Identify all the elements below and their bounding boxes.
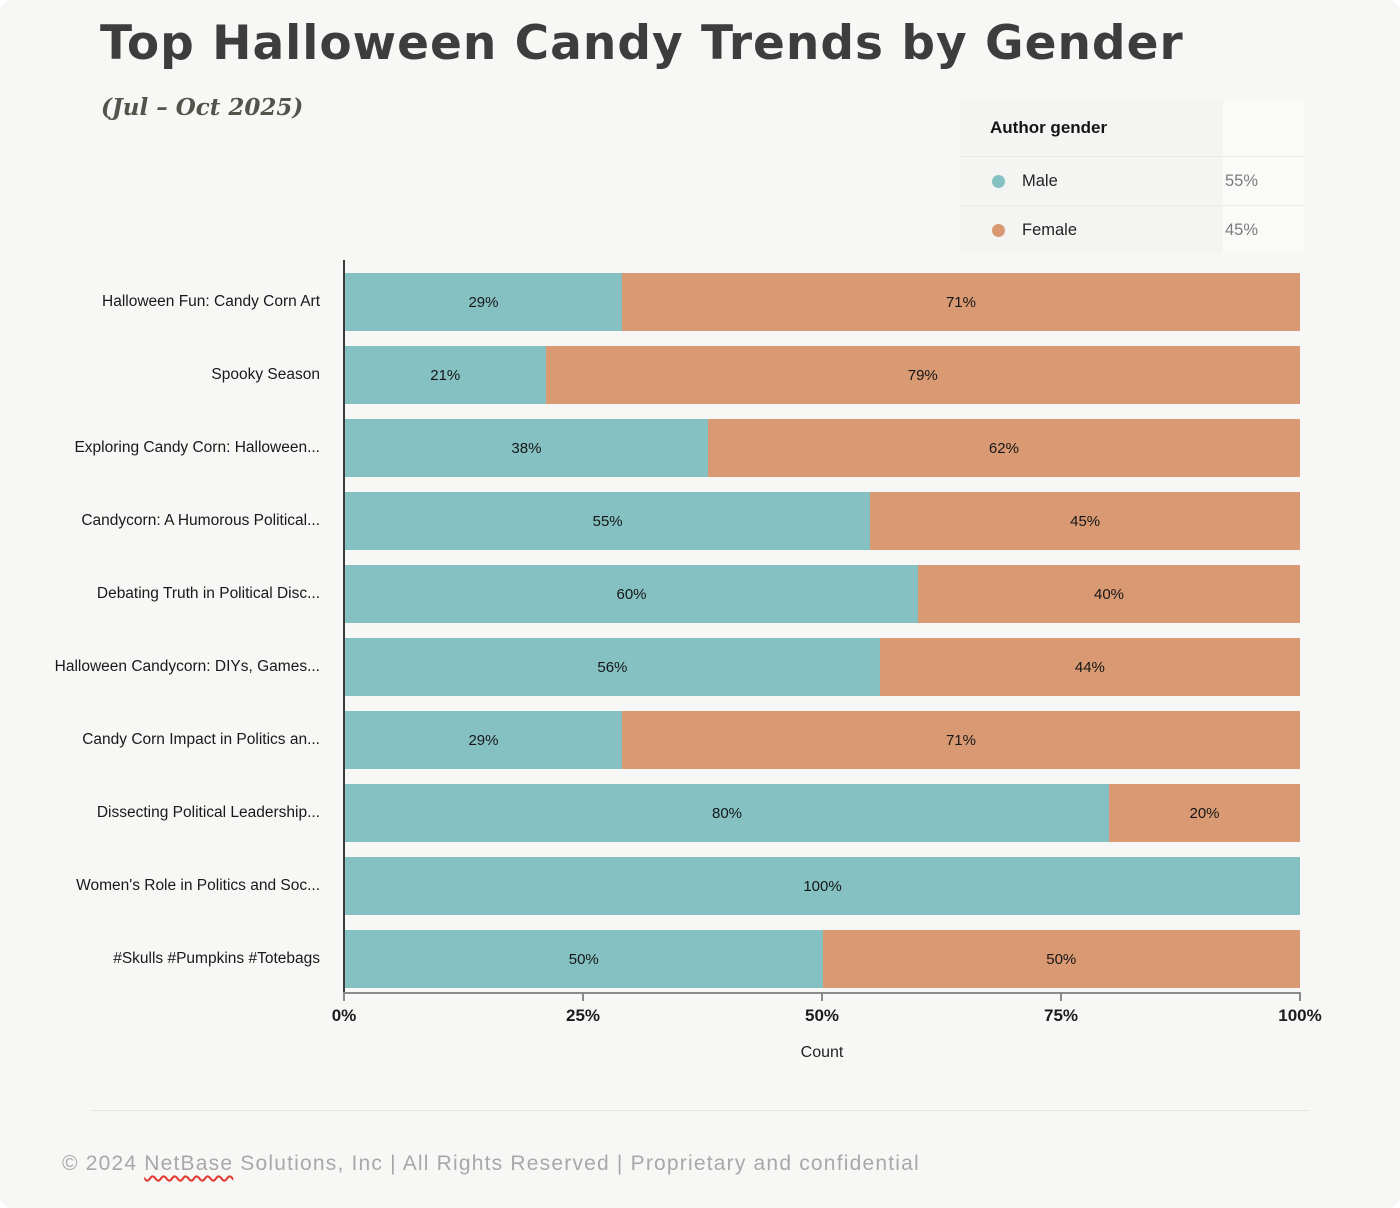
- female-bar-segment[interactable]: 71%: [621, 711, 1300, 769]
- female-bar-segment[interactable]: 50%: [822, 930, 1300, 988]
- female-swatch-icon: [992, 223, 1005, 237]
- category-label: Exploring Candy Corn: Halloween...: [74, 439, 320, 456]
- bar-segment-value: 21%: [430, 366, 461, 384]
- bar-row: 55% 45%: [345, 492, 1300, 550]
- legend-item-percent: 55%: [1223, 156, 1305, 205]
- female-bar-segment[interactable]: 62%: [707, 419, 1300, 477]
- bar-row: 29% 71%: [345, 273, 1300, 331]
- female-bar-segment[interactable]: 44%: [879, 638, 1300, 696]
- bar-row: 29% 71%: [345, 711, 1300, 769]
- x-axis-tick-label: 50%: [804, 1006, 840, 1025]
- x-axis-tick: [1060, 992, 1062, 1001]
- bar-segment-value: 45%: [1070, 512, 1101, 530]
- category-label: Dissecting Political Leadership...: [96, 804, 320, 821]
- bar-segment-value: 79%: [907, 366, 938, 384]
- bar-row: 80% 20%: [345, 784, 1300, 842]
- category-label: Women's Role in Politics and Soc...: [76, 877, 320, 894]
- bar-segment-value: 50%: [1046, 950, 1077, 968]
- bar-segment-value: 71%: [945, 731, 976, 749]
- male-bar-segment[interactable]: 21%: [345, 346, 546, 404]
- footer-brand: NetBase: [144, 1152, 234, 1175]
- bar-segment-value: 56%: [597, 658, 628, 676]
- bar-segment-value: 20%: [1189, 804, 1220, 822]
- bar-segment-value: 60%: [616, 585, 647, 603]
- plot-area: 29% 71% 21% 79% 38% 62% 55% 45% 60% 40% 56% 44% 29% 7…: [345, 262, 1300, 992]
- bar-segment-value: 40%: [1093, 585, 1125, 603]
- bar-segment-value: 100%: [803, 877, 842, 895]
- category-label: Candycorn: A Humorous Political...: [81, 512, 320, 529]
- category-axis: Halloween Fun: Candy Corn Art Spooky Seas…: [0, 262, 320, 992]
- female-bar-segment[interactable]: 71%: [621, 273, 1300, 331]
- category-label: #Skulls #Pumpkins #Totebags: [113, 950, 320, 967]
- x-axis-tick: [1299, 992, 1301, 1001]
- footer-divider: [90, 1110, 1310, 1111]
- male-bar-segment[interactable]: 50%: [345, 930, 823, 988]
- x-axis-tick-label: 75%: [1043, 1006, 1079, 1025]
- bar-segment-value: 29%: [468, 293, 499, 311]
- male-bar-segment[interactable]: 29%: [345, 711, 622, 769]
- x-axis-tick-label: 100%: [1278, 1006, 1322, 1025]
- legend-item-female[interactable]: Female: [960, 205, 1223, 254]
- bar-segment-value: 29%: [468, 731, 499, 749]
- legend-item-male[interactable]: Male: [960, 156, 1223, 205]
- bar-segment-value: 71%: [945, 293, 976, 311]
- bar-segment-value: 80%: [711, 804, 743, 822]
- footer-suffix: Solutions, Inc | All Rights Reserved | P…: [233, 1152, 920, 1175]
- category-label: Debating Truth in Political Disc...: [96, 585, 320, 602]
- category-label: Halloween Fun: Candy Corn Art: [102, 293, 320, 310]
- category-label: Halloween Candycorn: DIYs, Games...: [54, 658, 320, 675]
- female-bar-segment[interactable]: 40%: [918, 565, 1300, 623]
- x-axis-tick-label: 25%: [565, 1006, 601, 1025]
- bar-row: 100%: [345, 857, 1300, 915]
- male-bar-segment[interactable]: 55%: [345, 492, 871, 550]
- x-axis-tick: [821, 992, 823, 1001]
- x-axis-title: Count: [800, 1044, 844, 1061]
- bar-row: 38% 62%: [345, 419, 1300, 477]
- footer-text: © 2024 NetBase Solutions, Inc | All Righ…: [62, 1152, 920, 1176]
- male-bar-segment[interactable]: 80%: [345, 784, 1109, 842]
- x-axis-tick-label: 0%: [331, 1006, 357, 1025]
- legend-title: Author gender: [990, 118, 1108, 137]
- female-bar-segment[interactable]: 45%: [870, 492, 1300, 550]
- bar-row: 60% 40%: [345, 565, 1300, 623]
- legend-item-label: Female: [1022, 220, 1078, 239]
- male-bar-segment[interactable]: 56%: [345, 638, 880, 696]
- male-bar-segment[interactable]: 38%: [345, 419, 708, 477]
- male-swatch-icon: [992, 174, 1005, 188]
- footer-prefix: © 2024: [62, 1152, 145, 1175]
- bar-segment-value: 62%: [988, 439, 1019, 457]
- female-bar-segment[interactable]: 20%: [1109, 784, 1300, 842]
- bar-row: 56% 44%: [345, 638, 1300, 696]
- male-bar-segment[interactable]: 29%: [345, 273, 622, 331]
- bar-segment-value: 50%: [568, 950, 599, 968]
- bar-segment-value: 44%: [1074, 658, 1105, 676]
- page-subtitle: (Jul – Oct 2025): [101, 94, 304, 121]
- bar-segment-value: 55%: [592, 512, 623, 530]
- female-bar-segment[interactable]: 79%: [545, 346, 1300, 404]
- legend-item-label: Male: [1022, 171, 1058, 190]
- male-bar-segment[interactable]: 100%: [345, 857, 1300, 915]
- category-label: Candy Corn Impact in Politics an...: [82, 731, 320, 748]
- x-axis-tick: [582, 992, 584, 1001]
- bar-row: 50% 50%: [345, 930, 1300, 988]
- bar-segment-value: 38%: [511, 439, 542, 457]
- category-label: Spooky Season: [211, 366, 320, 383]
- legend-value-column-header: [1223, 100, 1305, 156]
- legend-item-percent: 45%: [1223, 205, 1305, 254]
- page-title: Top Halloween Candy Trends by Gender: [100, 16, 1184, 71]
- y-axis-line: [343, 260, 345, 1000]
- legend-panel: Author gender Male 55% Female 45%: [960, 100, 1305, 254]
- male-bar-segment[interactable]: 60%: [345, 565, 918, 623]
- bar-row: 21% 79%: [345, 346, 1300, 404]
- x-axis-tick: [343, 992, 345, 1001]
